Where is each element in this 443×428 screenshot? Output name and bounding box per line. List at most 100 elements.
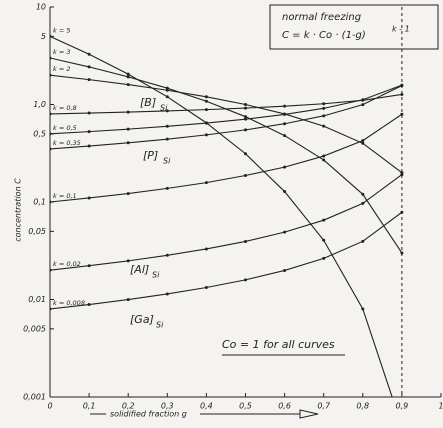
point bbox=[400, 210, 404, 214]
x-tick-label: 0,3 bbox=[161, 402, 174, 411]
point bbox=[244, 128, 247, 132]
point bbox=[50, 34, 52, 38]
point bbox=[126, 141, 130, 145]
annotation-sub: Si bbox=[156, 321, 164, 330]
point bbox=[126, 75, 130, 79]
x-tick-label: 0,8 bbox=[356, 402, 369, 411]
point bbox=[165, 86, 169, 90]
point bbox=[322, 102, 326, 106]
point bbox=[87, 130, 91, 134]
annotation: [P] bbox=[143, 149, 158, 162]
point bbox=[126, 192, 130, 196]
point bbox=[165, 95, 169, 99]
y-tick-label: 0,001 bbox=[23, 393, 46, 402]
point bbox=[126, 72, 130, 76]
point bbox=[244, 239, 247, 243]
annotation: [B] bbox=[140, 96, 156, 109]
point bbox=[126, 127, 130, 131]
point bbox=[126, 259, 130, 263]
point bbox=[87, 196, 91, 200]
curve bbox=[50, 93, 402, 115]
point bbox=[322, 106, 326, 110]
point bbox=[400, 112, 404, 116]
point bbox=[87, 264, 91, 268]
formula-box bbox=[269, 4, 439, 50]
point bbox=[204, 247, 208, 251]
point bbox=[126, 83, 130, 87]
point bbox=[283, 268, 287, 272]
series-label: k = 3 bbox=[53, 48, 70, 56]
point bbox=[204, 95, 208, 99]
point bbox=[322, 114, 326, 118]
x-tick-label: 1 bbox=[438, 402, 443, 411]
series-label: k = 0,8 bbox=[53, 104, 77, 112]
point bbox=[322, 124, 326, 128]
y-tick-label: 5 bbox=[41, 32, 46, 41]
x-tick-label: 0,1 bbox=[83, 402, 96, 411]
curve bbox=[50, 74, 403, 174]
point bbox=[165, 253, 169, 257]
x-tick-label: 0,4 bbox=[200, 402, 213, 411]
point bbox=[204, 285, 208, 289]
curve bbox=[50, 57, 403, 254]
point bbox=[87, 65, 91, 69]
series-label: k = 0,1 bbox=[53, 192, 77, 200]
annotation-sub: Si bbox=[163, 157, 171, 166]
y-tick-label: 0,005 bbox=[23, 324, 46, 333]
point bbox=[322, 238, 326, 242]
x-tick-label: 0,9 bbox=[396, 402, 409, 411]
point bbox=[322, 154, 326, 158]
point bbox=[361, 239, 365, 243]
series-label: k = 0,02 bbox=[53, 260, 81, 268]
point bbox=[50, 73, 52, 77]
point bbox=[283, 112, 287, 116]
point bbox=[400, 173, 404, 177]
point bbox=[50, 307, 52, 311]
point bbox=[204, 108, 208, 112]
curve bbox=[50, 174, 403, 271]
point bbox=[361, 201, 365, 205]
y-axis-label: concentration C bbox=[14, 178, 23, 242]
point bbox=[322, 218, 326, 222]
x-tick-label: 0 bbox=[47, 402, 52, 411]
y-tick-label: 0,5 bbox=[33, 129, 46, 138]
point bbox=[165, 88, 169, 92]
point bbox=[361, 139, 365, 143]
point bbox=[50, 268, 52, 272]
x-tick-label: 0,5 bbox=[239, 402, 252, 411]
y-tick-label: 0,1 bbox=[33, 198, 46, 207]
y-tick-label: 10 bbox=[36, 3, 46, 12]
series-label: k = 0,5 bbox=[53, 124, 77, 132]
curve bbox=[50, 35, 393, 397]
point bbox=[244, 152, 247, 156]
point bbox=[50, 147, 52, 151]
point bbox=[204, 99, 208, 103]
point bbox=[361, 103, 365, 107]
point bbox=[283, 134, 287, 138]
point bbox=[361, 141, 365, 145]
note: Co = 1 for all curves bbox=[222, 338, 335, 351]
point bbox=[87, 111, 91, 115]
annotation-sub: Si bbox=[152, 271, 160, 280]
point bbox=[361, 192, 365, 196]
point bbox=[283, 104, 287, 108]
curve bbox=[50, 85, 403, 150]
formula: C = k · Co · (1-g) bbox=[282, 30, 366, 41]
point bbox=[87, 52, 91, 56]
point bbox=[244, 115, 247, 119]
curve bbox=[50, 113, 403, 203]
point bbox=[283, 122, 287, 126]
point bbox=[283, 230, 287, 234]
point bbox=[50, 112, 52, 116]
point bbox=[165, 109, 169, 113]
point bbox=[400, 251, 404, 255]
point bbox=[244, 106, 247, 110]
plot-area bbox=[50, 34, 404, 397]
point bbox=[165, 124, 169, 128]
point bbox=[165, 292, 169, 296]
point bbox=[165, 186, 169, 190]
point bbox=[361, 98, 365, 102]
curve bbox=[50, 84, 403, 135]
y-tick-label: 0,05 bbox=[28, 227, 46, 236]
